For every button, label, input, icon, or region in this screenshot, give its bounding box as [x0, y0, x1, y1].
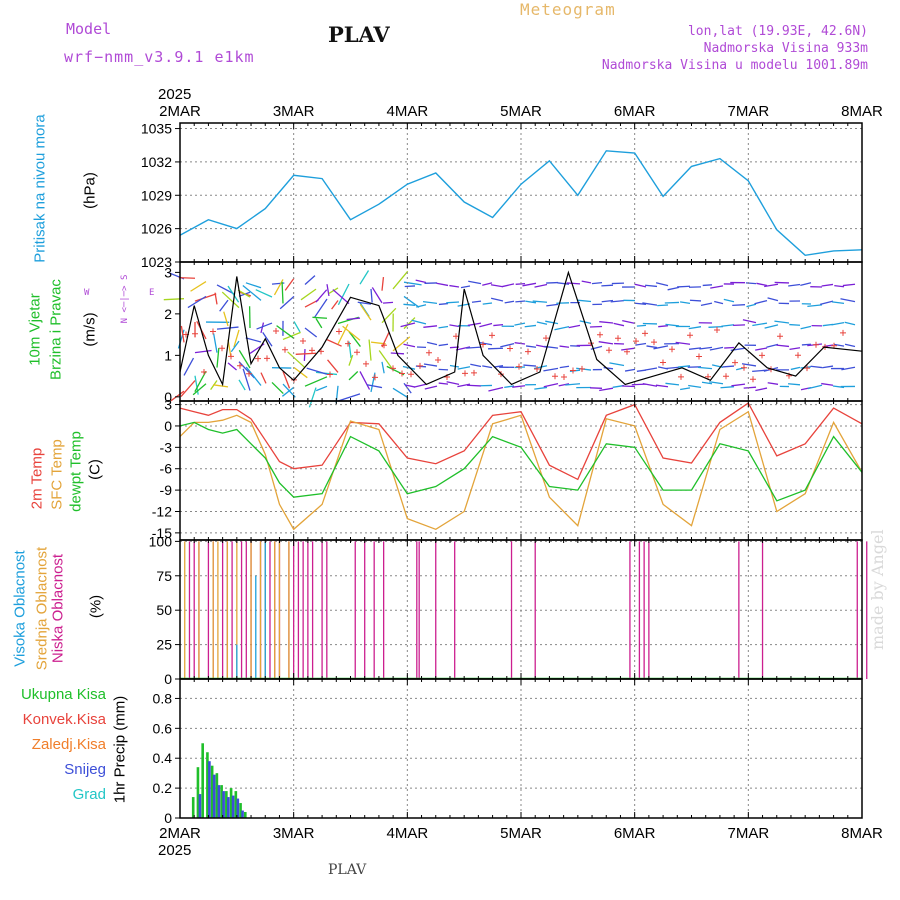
x-tick-label-bottom: 2MAR: [159, 825, 201, 842]
y-tick-label: 1026: [141, 221, 172, 237]
precip-bar: [231, 795, 235, 818]
y-tick-label: 1029: [141, 187, 172, 203]
y-tick-label: 75: [156, 568, 172, 584]
x-tick-label-top: 3MAR: [273, 103, 315, 120]
model-label: Model: [66, 20, 112, 38]
y-tick-label: 0: [164, 810, 172, 826]
footer-station: PLAV: [328, 862, 367, 878]
y-tick-label: -9: [160, 482, 173, 498]
y-tick-label: 3: [164, 397, 172, 413]
y-tick-label: 0: [164, 418, 172, 434]
precip-bar: [236, 798, 240, 818]
precip-bar: [198, 794, 202, 818]
model-elevation-label: Nadmorska Visina u modelu 1001.89m: [601, 58, 868, 73]
precip-bar: [222, 791, 225, 818]
x-tick-label-bottom: 8MAR: [841, 825, 883, 842]
precip-title-hail: Grad: [72, 786, 106, 803]
y-tick-label: 1023: [141, 254, 172, 270]
x-tick-label-top: 6MAR: [614, 103, 656, 120]
y-tick-label: -15: [152, 525, 172, 541]
x-tick-label-top: 2MAR: [159, 103, 201, 120]
y-tick-label: 0.8: [153, 690, 173, 706]
x-tick-label-top: 7MAR: [727, 103, 769, 120]
x-tick-label-top: 4MAR: [386, 103, 428, 120]
y-tick-label: -3: [160, 439, 173, 455]
wind-barbs-decoration: [163, 270, 856, 408]
precip-bar: [239, 803, 242, 818]
precip-bar: [212, 774, 216, 818]
precip-bar: [201, 743, 204, 818]
y-tick-label: 1032: [141, 154, 172, 170]
elevation-label: Nadmorska Visina 933m: [703, 41, 868, 56]
compass-e-label: E: [149, 288, 155, 298]
y-tick-label: 0.2: [153, 780, 173, 796]
x-tick-label-bottom: 3MAR: [273, 825, 315, 842]
precip-bar: [215, 773, 219, 818]
y-tick-label: 50: [156, 602, 172, 618]
temp-sfc-line: [179, 410, 863, 531]
y-tick-label: -6: [160, 461, 173, 477]
x-tick-label-top: 8MAR: [841, 103, 883, 120]
y-tick-label: 25: [156, 637, 172, 653]
precip-bar: [210, 765, 214, 818]
precip-bar: [241, 810, 244, 818]
y-tick-label: 0: [164, 389, 172, 405]
precip-bar: [227, 797, 230, 818]
year-label-bottom: 2025: [158, 842, 191, 859]
precip-title-snow: Snijeg: [64, 761, 106, 778]
y-tick-label: 1035: [141, 121, 172, 137]
y-tick-label: 0.4: [153, 750, 173, 766]
pressure-line: [179, 150, 863, 257]
precip-bar: [208, 761, 211, 818]
y-tick-label: -12: [152, 503, 172, 519]
precip-title-conv: Konvek.Kisa: [22, 711, 106, 728]
x-tick-label-bottom: 6MAR: [614, 825, 656, 842]
y-tick-label: 2: [164, 306, 172, 322]
compass-w-label: W: [84, 288, 90, 298]
precip-bar: [229, 788, 233, 818]
precip-bar: [220, 785, 223, 818]
product-title: Meteogram: [520, 0, 616, 19]
model-name: wrf−nmm_v3.9.1 e1km: [64, 48, 255, 66]
y-tick-label: 3: [164, 264, 172, 280]
precip-title-total: Ukupna Kisa: [20, 686, 106, 703]
temp-dewpt-line: [179, 421, 863, 502]
precip-bar: [217, 785, 221, 818]
precip-bar: [196, 767, 200, 818]
precip-bar: [191, 797, 195, 818]
lonlat-label: lon,lat (19.93E, 42.6N): [687, 24, 868, 39]
x-tick-label-bottom: 7MAR: [727, 825, 769, 842]
precip-bar: [244, 812, 247, 818]
x-tick-label-bottom: 4MAR: [386, 825, 428, 842]
y-tick-label: 0: [164, 671, 172, 687]
y-tick-label: 0.6: [153, 720, 173, 736]
x-tick-label-bottom: 5MAR: [500, 825, 542, 842]
y-tick-label: 100: [149, 533, 173, 549]
precip-bar: [206, 752, 209, 818]
x-tick-label-top: 5MAR: [500, 103, 542, 120]
wind-speed-line: [179, 270, 863, 387]
precip-bar: [225, 791, 228, 818]
y-tick-label: 1: [164, 347, 172, 363]
precip-bar: [234, 791, 238, 818]
temp-2m-line: [179, 402, 863, 481]
precip-title-frz: Zaledj.Kisa: [31, 736, 106, 753]
year-label-top: 2025: [158, 86, 191, 103]
station-title: PLAV: [328, 22, 390, 47]
